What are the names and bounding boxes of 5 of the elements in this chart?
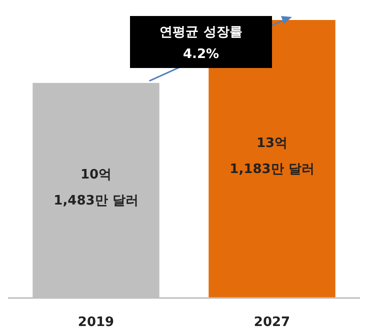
x-tick-label: 2019 [78, 315, 114, 330]
data-label: 10억 1,483만 달러 [54, 167, 138, 208]
x-tick-label: 2027 [254, 315, 290, 330]
annotation: 연평균 성장률 4.2% [160, 25, 242, 62]
data-label: 13억 1,183만 달러 [230, 136, 314, 177]
